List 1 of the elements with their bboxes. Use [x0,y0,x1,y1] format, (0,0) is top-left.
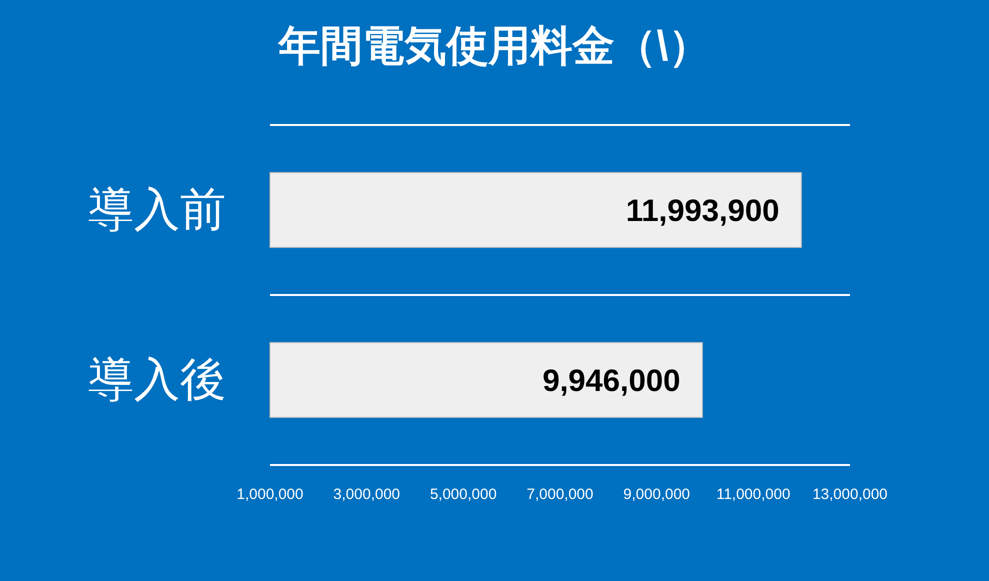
title: 年間電気使用料金（\） [278,22,710,69]
